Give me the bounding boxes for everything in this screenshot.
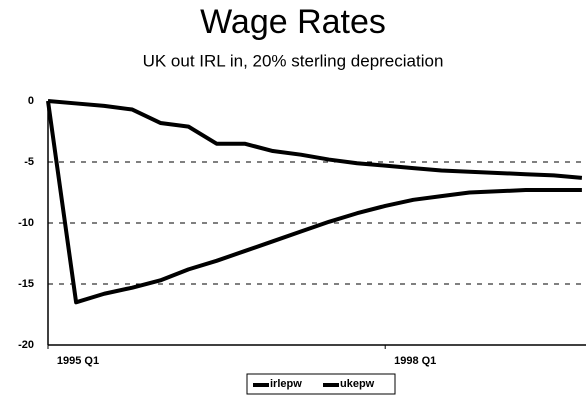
y-tick-label: -20 bbox=[18, 339, 34, 351]
line-series bbox=[47, 99, 583, 180]
x-tick-label: 1998 Q1 bbox=[394, 355, 436, 367]
legend-box bbox=[246, 373, 396, 395]
chart-subtitle: UK out IRL in, 20% sterling depreciation bbox=[143, 51, 444, 70]
line-series bbox=[46, 100, 582, 305]
chart-title: Wage Rates bbox=[200, 3, 386, 41]
legend-label: ukepw bbox=[340, 378, 375, 390]
legend: irlepw ukepw bbox=[246, 373, 396, 395]
y-tick-label: 0 bbox=[28, 95, 34, 107]
y-tick-label: -5 bbox=[24, 156, 34, 168]
legend-label: irlepw bbox=[270, 378, 302, 390]
y-tick-label: -10 bbox=[18, 217, 34, 229]
y-tick-label: -15 bbox=[18, 278, 34, 290]
x-tick-label: 1995 Q1 bbox=[57, 355, 99, 367]
